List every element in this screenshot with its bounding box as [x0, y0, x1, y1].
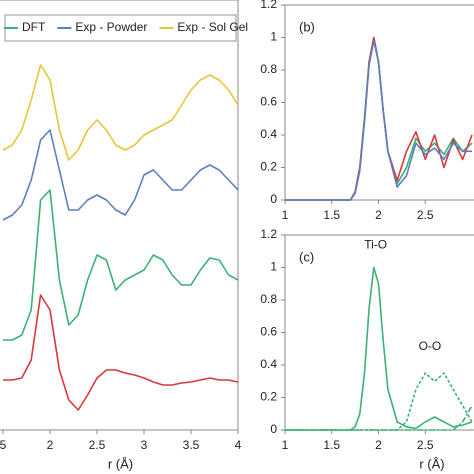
- series-line: [3, 189, 239, 341]
- y-tick-label: 0: [270, 192, 277, 206]
- x-tick-label: 5: [0, 438, 7, 452]
- y-tick-label: 0: [270, 422, 277, 436]
- x-tick-label: 3.5: [183, 438, 200, 452]
- x-tick-label: 4: [235, 438, 242, 452]
- x-tick-label: 1: [282, 208, 289, 222]
- y-tick-label: 1.2: [260, 227, 277, 241]
- series-line: [285, 40, 472, 201]
- series-line: [3, 294, 239, 411]
- panel-label: (c): [299, 249, 314, 264]
- x-tick-label: 2: [375, 438, 382, 452]
- legend-label: Exp - Powder: [75, 20, 147, 34]
- y-tick-label: 1: [270, 30, 277, 44]
- x-tick-label: 1.5: [323, 438, 340, 452]
- y-tick-label: 0.2: [260, 160, 277, 174]
- y-tick-label: 0.8: [260, 292, 277, 306]
- series-line: [285, 266, 473, 431]
- y-tick-label: 1: [270, 260, 277, 274]
- series-line: [2, 129, 239, 221]
- x-tick-label: 2: [375, 208, 382, 222]
- x-tick-label: 2.5: [417, 438, 434, 452]
- legend-label: DFT: [22, 20, 46, 34]
- annotation: Ti-O: [364, 238, 387, 252]
- series-line: [285, 405, 473, 431]
- x-tick-label: 3: [141, 438, 148, 452]
- x-tick-label: 2.5: [89, 438, 106, 452]
- y-tick-label: 0.6: [260, 325, 277, 339]
- panel-label: (b): [299, 19, 315, 34]
- y-tick-label: 0.4: [260, 127, 277, 141]
- x-axis-label: r (Å): [108, 456, 133, 471]
- x-tick-label: 1: [282, 438, 289, 452]
- x-tick-label: 2.5: [417, 208, 434, 222]
- x-axis-label: r (Å): [419, 456, 444, 471]
- y-tick-label: 0.2: [260, 390, 277, 404]
- series-line: [2, 64, 239, 161]
- x-tick-label: 2: [47, 438, 54, 452]
- y-tick-label: 0.8: [260, 62, 277, 76]
- x-tick-label: 1.5: [323, 208, 340, 222]
- legend-box: [4, 14, 237, 42]
- y-tick-label: 0.6: [260, 95, 277, 109]
- legend-label: Exp - Sol Gel: [177, 20, 248, 34]
- annotation: O-O: [419, 339, 442, 353]
- y-tick-label: 0.4: [260, 357, 277, 371]
- y-tick-label: 1.2: [260, 0, 277, 11]
- plot-frame: [0, 0, 239, 431]
